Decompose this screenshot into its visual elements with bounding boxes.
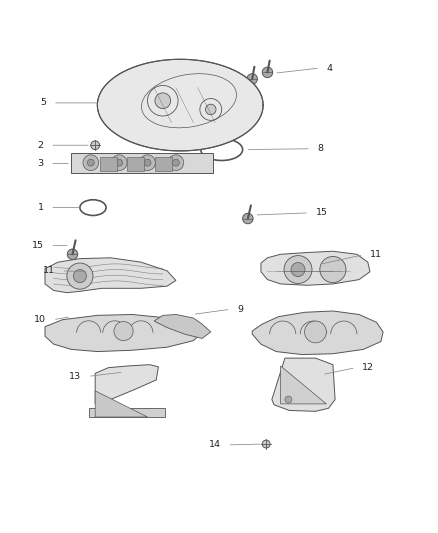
Circle shape (155, 93, 170, 109)
Polygon shape (260, 251, 369, 285)
Circle shape (247, 74, 257, 84)
Text: 5: 5 (40, 99, 46, 108)
Text: 15: 15 (32, 241, 44, 250)
Circle shape (139, 155, 155, 171)
Text: 14: 14 (208, 440, 220, 449)
Circle shape (67, 263, 93, 289)
Bar (99, 157, 117, 171)
Circle shape (91, 141, 99, 150)
Circle shape (319, 256, 345, 282)
Circle shape (144, 159, 151, 166)
Circle shape (304, 321, 325, 343)
Circle shape (114, 321, 133, 341)
Circle shape (284, 396, 291, 403)
Bar (127, 157, 144, 171)
Text: 10: 10 (34, 315, 46, 324)
Polygon shape (280, 366, 325, 404)
Text: 8: 8 (317, 144, 323, 153)
Text: 15: 15 (315, 208, 327, 217)
Circle shape (205, 104, 215, 115)
Polygon shape (88, 408, 165, 417)
Polygon shape (154, 314, 210, 338)
Circle shape (290, 263, 304, 277)
Circle shape (261, 67, 272, 78)
Text: 12: 12 (361, 363, 373, 372)
Circle shape (87, 159, 94, 166)
Bar (154, 157, 172, 171)
Text: 13: 13 (69, 372, 81, 381)
Text: 4: 4 (325, 63, 332, 72)
Circle shape (172, 159, 179, 166)
Circle shape (83, 155, 99, 171)
Text: 11: 11 (369, 250, 381, 259)
Polygon shape (71, 153, 212, 173)
Circle shape (116, 159, 122, 166)
Text: 11: 11 (43, 266, 55, 276)
Text: 9: 9 (237, 305, 242, 314)
Polygon shape (252, 311, 382, 354)
Text: 1: 1 (38, 203, 44, 212)
Polygon shape (97, 59, 262, 151)
Text: 3: 3 (38, 159, 44, 168)
Polygon shape (45, 258, 176, 293)
Circle shape (168, 155, 184, 171)
Circle shape (242, 213, 253, 224)
Polygon shape (271, 358, 334, 411)
Text: 2: 2 (38, 141, 44, 150)
Circle shape (73, 270, 86, 282)
Circle shape (111, 155, 127, 171)
Polygon shape (45, 314, 201, 352)
Circle shape (283, 256, 311, 284)
Circle shape (261, 440, 269, 448)
Polygon shape (95, 391, 147, 417)
Circle shape (67, 249, 78, 260)
Polygon shape (95, 365, 158, 404)
